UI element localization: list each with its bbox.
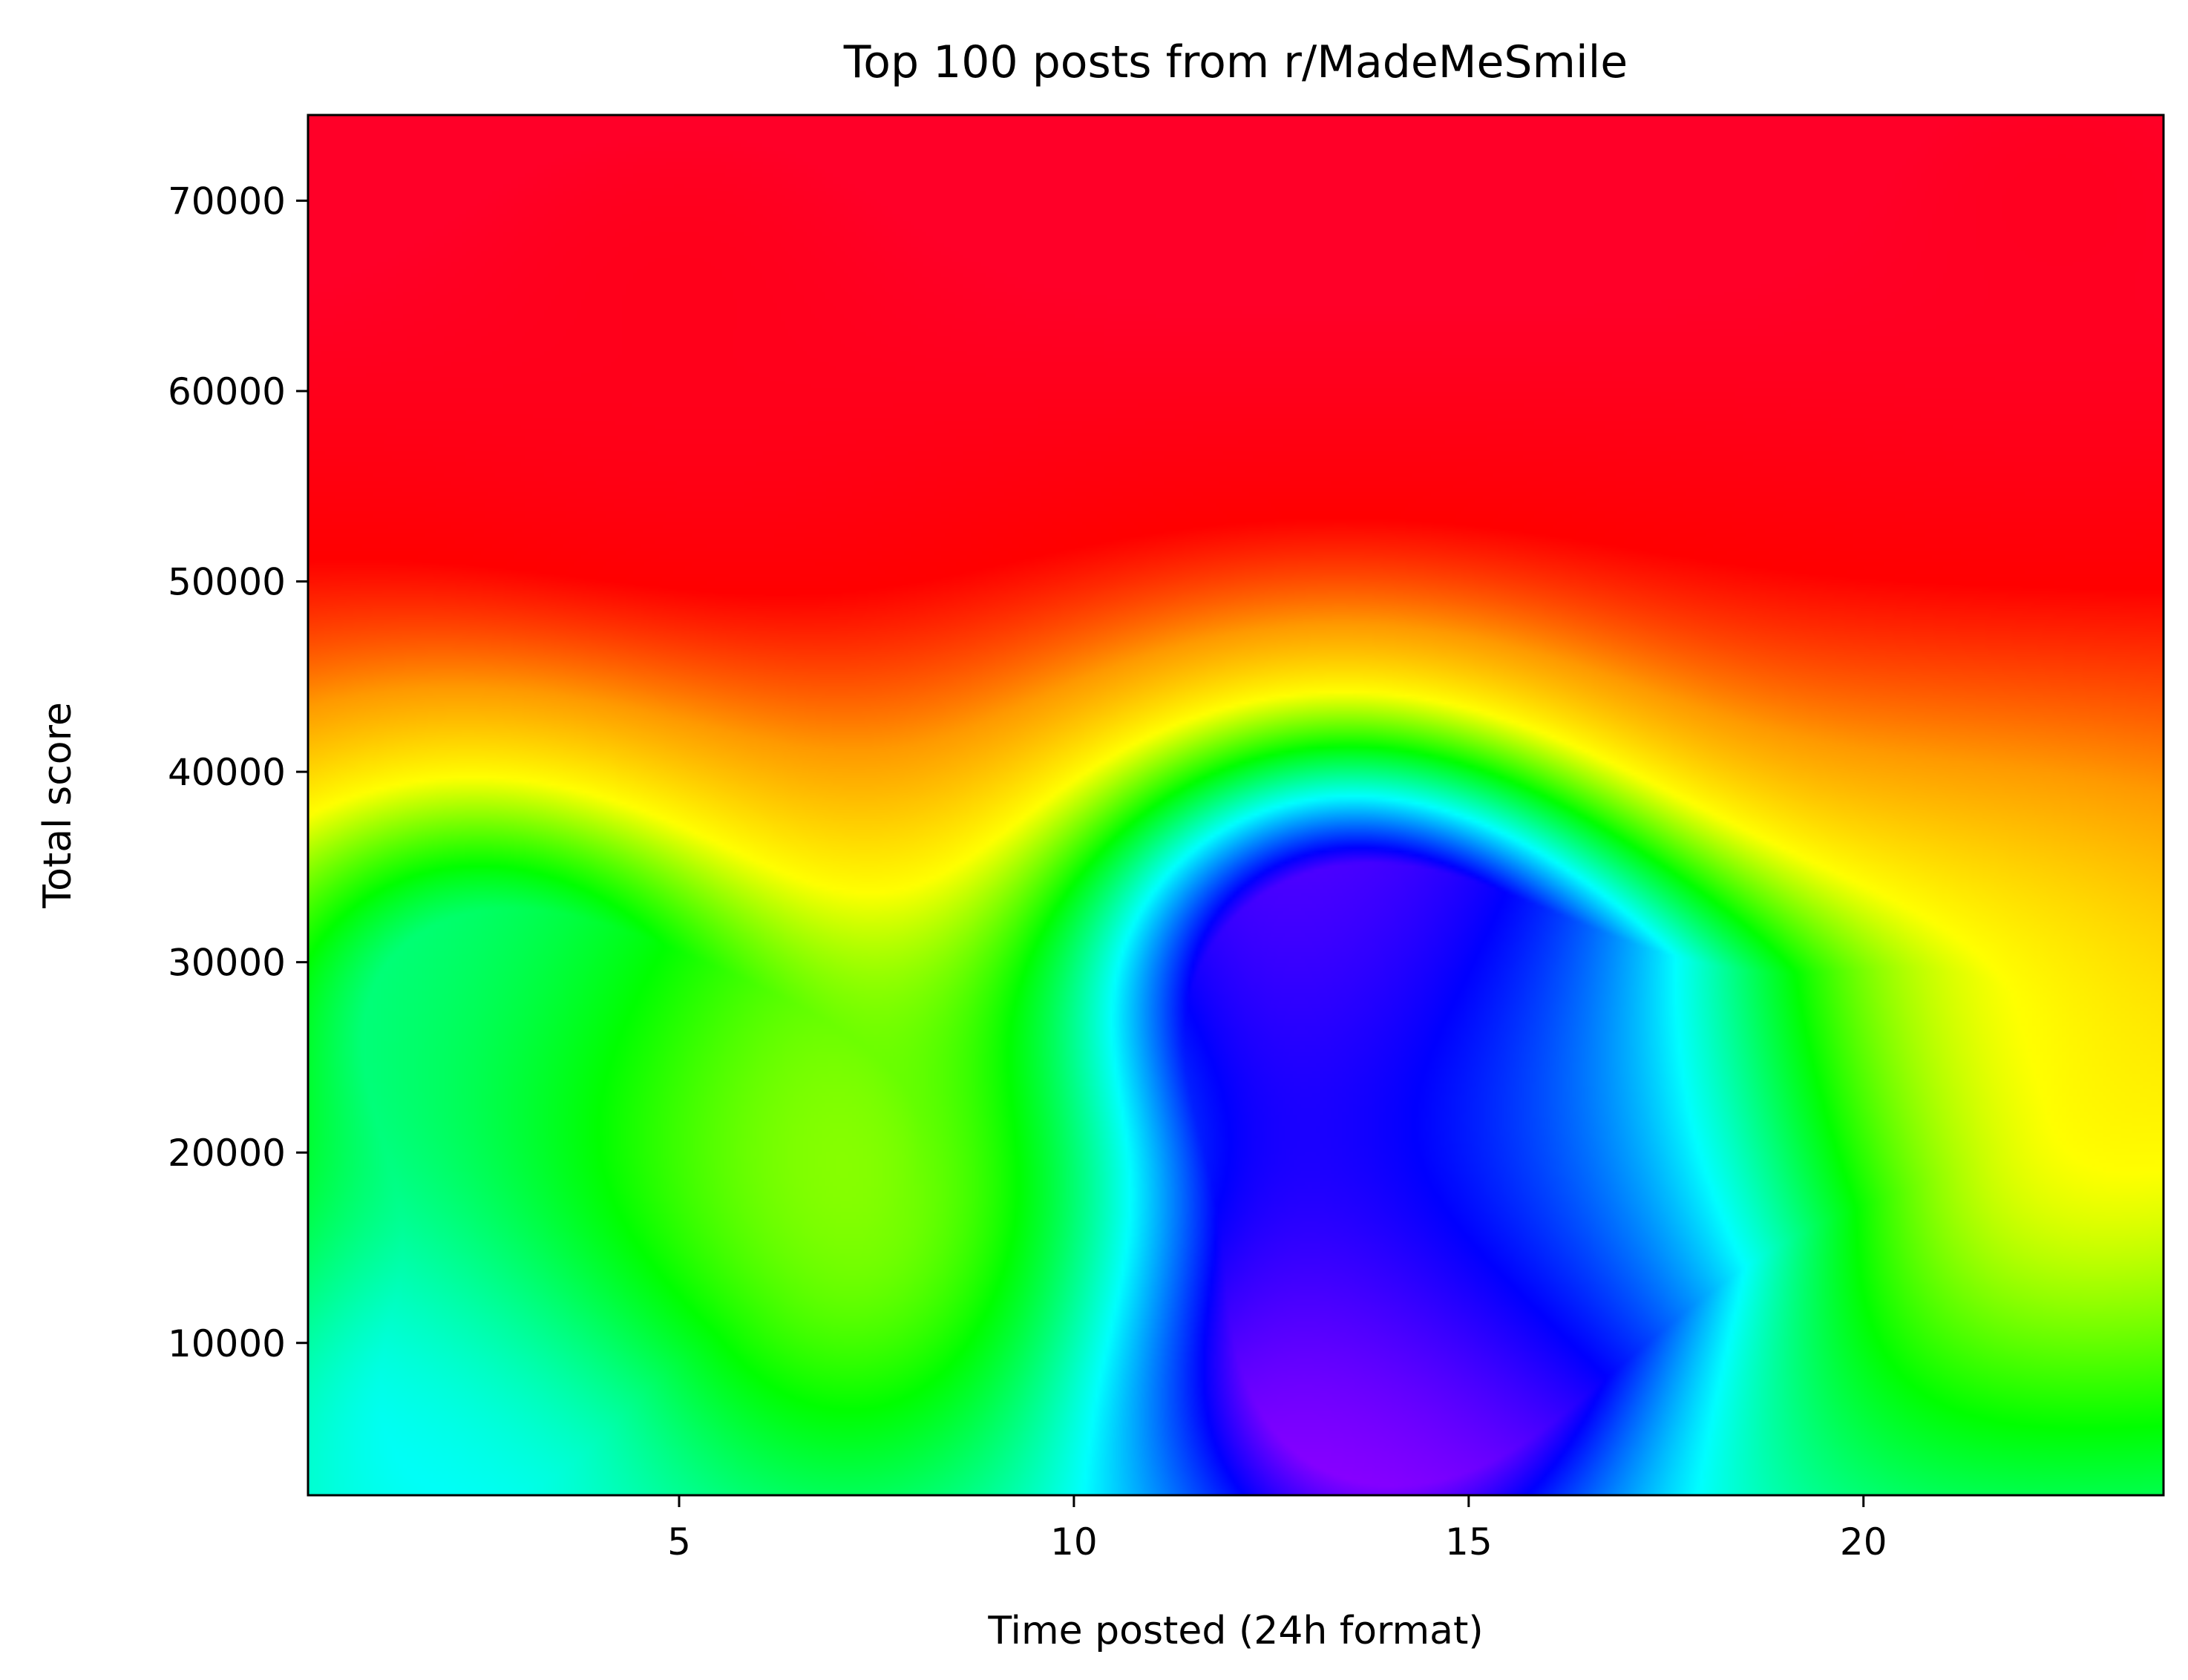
chart-title: Top 100 posts from r/MadeMeSmile (843, 36, 1628, 88)
x-axis-label: Time posted (24h format) (987, 1609, 1483, 1653)
x-tick-label: 10 (1050, 1520, 1098, 1563)
y-tick-label: 60000 (168, 370, 286, 413)
x-axis-ticks: 5 10 15 20 (667, 1495, 1887, 1563)
y-tick-label: 50000 (168, 561, 286, 604)
y-tick-label: 70000 (168, 180, 286, 223)
x-tick-label: 20 (1840, 1520, 1887, 1563)
y-tick-label: 20000 (168, 1132, 286, 1175)
plot-area (308, 115, 2164, 1495)
heatmap-surface (308, 115, 2164, 1495)
x-tick-label: 5 (667, 1520, 691, 1563)
y-axis-ticks: 10000 20000 30000 40000 50000 60000 70000 (168, 180, 308, 1365)
y-axis-label: Total score (36, 702, 80, 909)
x-tick-label: 15 (1445, 1520, 1493, 1563)
y-tick-label: 10000 (168, 1322, 286, 1365)
y-tick-label: 30000 (168, 942, 286, 985)
y-tick-label: 40000 (168, 751, 286, 794)
plot-frame (307, 114, 2165, 1497)
